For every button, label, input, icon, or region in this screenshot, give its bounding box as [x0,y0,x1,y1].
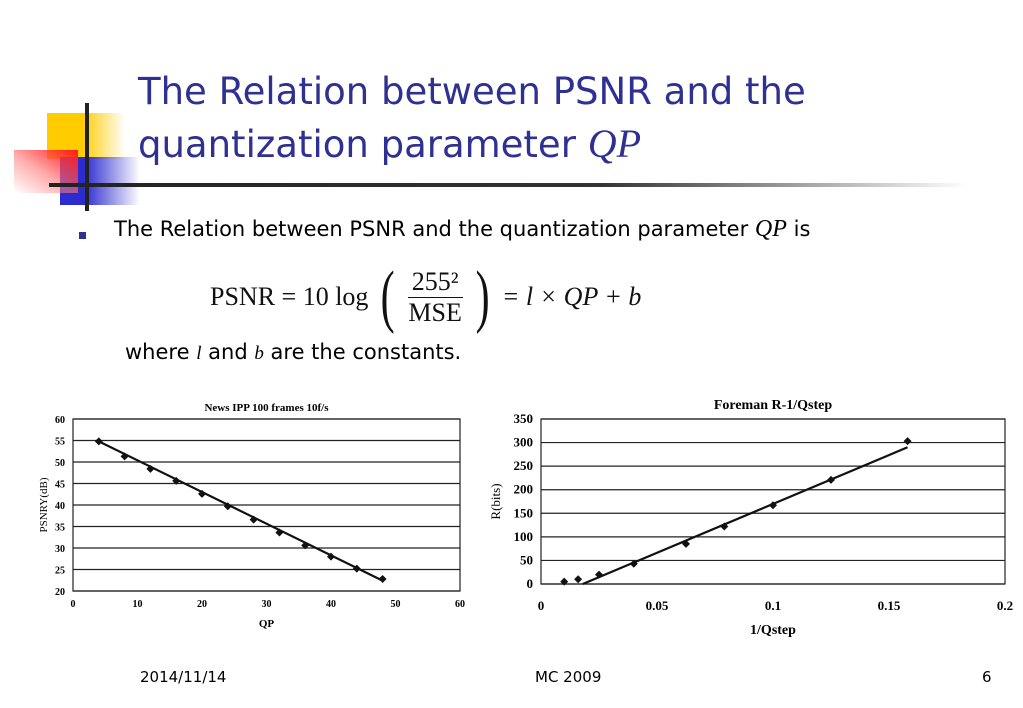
y-tick-label: 20 [55,587,65,598]
data-point [769,501,777,510]
x-axis-label: 1/Qstep [750,623,796,638]
x-tick-label: 0 [71,599,76,610]
bullet-text: The Relation between PSNR and the quanti… [114,216,810,243]
data-point [903,437,912,446]
y-tick-label: 150 [514,505,534,520]
data-point [301,541,310,550]
formula-numerator: 255² [407,267,463,298]
psnr-formula: PSNR = 10 log ( 255² MSE ) = l × QP + b [210,262,641,332]
y-tick-label: 50 [55,458,65,469]
trend-line [582,446,908,586]
paren-close: ) [475,258,490,335]
x-tick-label: 0.2 [997,598,1013,613]
y-tick-label: 100 [514,529,534,544]
x-tick-label: 40 [326,599,336,610]
formula-fraction: 255² MSE [407,267,463,328]
data-point [275,528,284,537]
data-point [172,476,181,485]
x-tick-label: 10 [133,599,143,610]
data-point [629,559,638,568]
y-tick-label: 60 [55,415,65,426]
data-point [574,575,583,584]
data-point [146,464,155,473]
y-tick-label: 25 [55,566,65,577]
data-point [94,437,103,446]
data-point [560,577,569,586]
y-tick-label: 50 [520,552,533,567]
data-point [223,502,232,511]
where-prefix: where [125,340,190,364]
y-axis-label: PSNRY(dB) [38,477,50,532]
data-point [352,564,361,573]
where-var-b: b [254,343,264,364]
y-tick-label: 350 [514,411,534,426]
y-tick-label: 250 [514,458,534,473]
x-tick-label: 0.05 [646,598,669,613]
x-tick-label: 0 [538,598,545,613]
bullet-suffix: is [793,217,811,241]
footer-center: MC 2009 [535,668,602,686]
where-var-l: l [196,343,202,364]
y-tick-label: 0 [527,576,534,591]
y-tick-label: 35 [55,523,65,534]
x-tick-label: 0.15 [878,598,901,613]
y-tick-label: 55 [55,437,65,448]
chart-title: Foreman R-1/Qstep [714,398,833,413]
data-point [682,539,690,548]
title-var: QP [587,121,642,166]
title-line-1: The Relation between PSNR and the [138,70,806,113]
formula-denominator: MSE [408,297,462,327]
bullet-icon [79,232,86,239]
data-point [327,552,335,561]
formula-lhs: PSNR = 10 log [210,282,369,311]
data-point [249,515,258,524]
formula-rhs: = l × QP + b [501,282,642,311]
logo-vertical-line [85,103,89,211]
data-point [120,452,129,461]
footer-date: 2014/11/14 [140,668,227,686]
title-line-2: quantization parameter [138,123,576,166]
bullet-text-main: The Relation between PSNR and the quanti… [114,217,749,241]
paren-open: ( [381,258,396,335]
data-point [198,489,206,498]
data-point [827,475,835,484]
where-text: where l and b are the constants. [125,340,461,365]
trend-line [98,440,384,582]
title-divider [49,183,969,187]
y-tick-label: 30 [55,544,65,555]
chart-title: News IPP 100 frames 10f/s [204,402,329,414]
data-point [720,522,729,531]
data-point [595,570,603,579]
x-axis-label: QP [259,618,275,630]
y-tick-label: 40 [55,501,65,512]
bullet-var: QP [754,216,787,242]
y-tick-label: 200 [514,482,534,497]
x-tick-label: 20 [197,599,207,610]
x-tick-label: 60 [455,599,465,610]
x-tick-label: 50 [391,599,401,610]
x-tick-label: 30 [262,599,272,610]
y-tick-label: 45 [55,480,65,491]
data-point [378,574,387,583]
where-suffix: are the constants. [270,340,462,364]
y-tick-label: 300 [514,435,534,450]
y-axis-label: R(bits) [488,483,503,519]
x-tick-label: 0.1 [765,598,781,613]
slide-title: The Relation between PSNR and the quanti… [138,66,806,171]
where-mid: and [208,340,248,364]
footer-page-number: 6 [982,668,992,686]
